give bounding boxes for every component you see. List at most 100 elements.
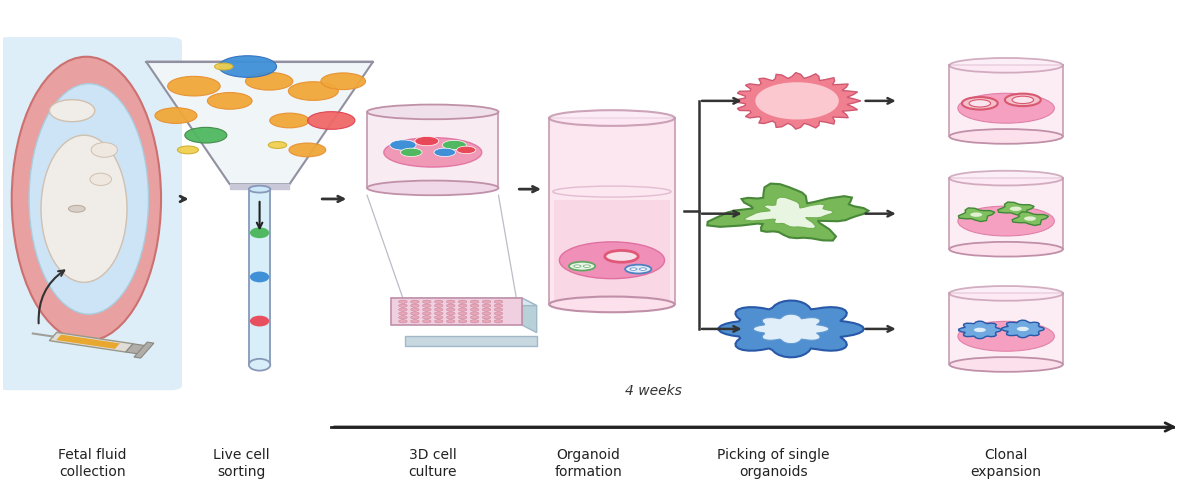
Polygon shape [1012,212,1049,226]
Ellipse shape [583,265,590,267]
Ellipse shape [367,105,498,119]
Ellipse shape [962,97,997,110]
Ellipse shape [410,312,419,315]
Ellipse shape [640,268,647,270]
Ellipse shape [470,320,479,323]
Polygon shape [755,82,839,120]
Ellipse shape [269,141,287,148]
Polygon shape [707,184,869,241]
Ellipse shape [949,357,1063,372]
Polygon shape [49,332,133,352]
Text: 4 weeks: 4 weeks [625,383,682,398]
Text: Picking of single
organoids: Picking of single organoids [716,448,829,479]
Ellipse shape [307,112,355,129]
Ellipse shape [482,308,491,311]
Ellipse shape [446,304,455,307]
Ellipse shape [559,242,665,279]
Ellipse shape [434,148,456,157]
Ellipse shape [470,316,479,319]
Ellipse shape [415,136,439,146]
Text: Organoid
formation: Organoid formation [554,448,622,479]
Ellipse shape [367,181,498,195]
Polygon shape [959,208,995,222]
Ellipse shape [398,308,407,311]
Ellipse shape [446,316,455,319]
Ellipse shape [434,300,443,303]
Ellipse shape [29,84,149,314]
Text: 3D cell
culture: 3D cell culture [408,448,457,479]
Ellipse shape [288,82,338,100]
Bar [949,178,1063,249]
Polygon shape [56,335,120,349]
Ellipse shape [398,316,407,319]
Ellipse shape [550,297,674,312]
Ellipse shape [482,300,491,303]
Ellipse shape [1012,96,1033,104]
Text: Clonal
expansion: Clonal expansion [971,448,1042,479]
Polygon shape [146,62,373,184]
Ellipse shape [1016,327,1028,331]
Ellipse shape [625,265,652,273]
Ellipse shape [958,206,1055,236]
Polygon shape [754,314,829,344]
Ellipse shape [482,320,491,323]
Ellipse shape [569,262,595,270]
Ellipse shape [90,173,112,186]
Ellipse shape [1024,216,1036,221]
Ellipse shape [458,312,467,315]
Ellipse shape [482,312,491,315]
Ellipse shape [949,171,1063,186]
Bar [554,200,670,303]
Ellipse shape [410,320,419,323]
Ellipse shape [12,57,161,341]
Ellipse shape [949,242,1063,256]
Ellipse shape [398,300,407,303]
Ellipse shape [270,113,310,128]
Ellipse shape [446,300,455,303]
Ellipse shape [248,359,270,371]
Ellipse shape [458,304,467,307]
Ellipse shape [91,142,118,157]
Ellipse shape [494,316,503,319]
Ellipse shape [398,320,407,323]
Ellipse shape [178,146,198,154]
Ellipse shape [289,143,325,157]
Bar [367,112,498,188]
Ellipse shape [422,320,431,323]
Ellipse shape [422,308,431,311]
Ellipse shape [422,304,431,307]
Ellipse shape [410,316,419,319]
Ellipse shape [248,186,270,192]
Ellipse shape [446,320,455,323]
Ellipse shape [320,73,366,90]
Ellipse shape [1009,206,1021,211]
Ellipse shape [208,93,252,109]
Polygon shape [406,336,536,346]
Bar [949,293,1063,365]
Polygon shape [745,197,834,229]
Ellipse shape [246,72,293,90]
Ellipse shape [434,316,443,319]
Ellipse shape [398,312,407,315]
Ellipse shape [155,108,197,124]
Ellipse shape [250,227,269,238]
Ellipse shape [434,304,443,307]
Ellipse shape [494,304,503,307]
Ellipse shape [971,212,983,217]
Ellipse shape [949,129,1063,144]
Polygon shape [126,344,146,354]
Ellipse shape [434,320,443,323]
Ellipse shape [574,265,581,267]
Bar [550,118,674,305]
Ellipse shape [605,250,638,262]
Ellipse shape [1004,94,1040,106]
Ellipse shape [446,312,455,315]
Ellipse shape [443,140,467,150]
Polygon shape [391,298,536,306]
Polygon shape [736,72,860,129]
Ellipse shape [422,300,431,303]
Ellipse shape [250,271,269,282]
Ellipse shape [470,304,479,307]
Ellipse shape [630,268,637,270]
Ellipse shape [949,58,1063,73]
